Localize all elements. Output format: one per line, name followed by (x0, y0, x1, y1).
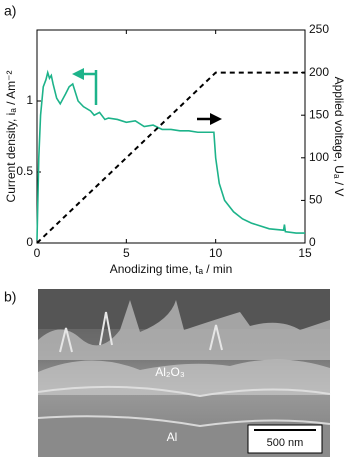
y-axis-label: Current density, iₐ / Am⁻² (4, 71, 18, 203)
x-axis-label: Anodizing time, tₐ / min (110, 262, 233, 276)
y2-tick-label: 100 (309, 150, 329, 164)
y2-tick-label: 150 (309, 107, 329, 121)
plot-frame (36, 29, 306, 244)
series-line (36, 69, 305, 241)
arrow-head (210, 113, 222, 125)
scale-bar-label: 500 nm (267, 437, 304, 449)
series-line (36, 71, 305, 244)
panel-label: b) (4, 289, 16, 305)
x-tick-label: 15 (298, 246, 312, 260)
y2-tick-label: 50 (309, 193, 323, 207)
y2-tick-label: 0 (309, 235, 316, 249)
x-tick-label: 0 (34, 246, 41, 260)
x-tick-label: 10 (209, 246, 223, 260)
y-tick-label: 1 (26, 93, 33, 107)
arrow-left (82, 70, 98, 105)
y2-axis-label: Applied voltage, Uₐ / V (332, 77, 346, 197)
y2-tick-label: 250 (309, 22, 329, 36)
x-tick-label: 5 (123, 246, 130, 260)
panel-label: a) (4, 3, 16, 19)
layer-label: Al (167, 430, 178, 444)
layer-label: Al₂O₃ (155, 365, 185, 379)
sem-image: Al₂O₃ Al 500 nm (37, 289, 331, 457)
y2-tick-label: 200 (309, 65, 329, 79)
y-tick-label: 0 (26, 235, 33, 249)
y-tick-label: 0.5 (16, 164, 33, 178)
arrow-head (72, 68, 84, 80)
